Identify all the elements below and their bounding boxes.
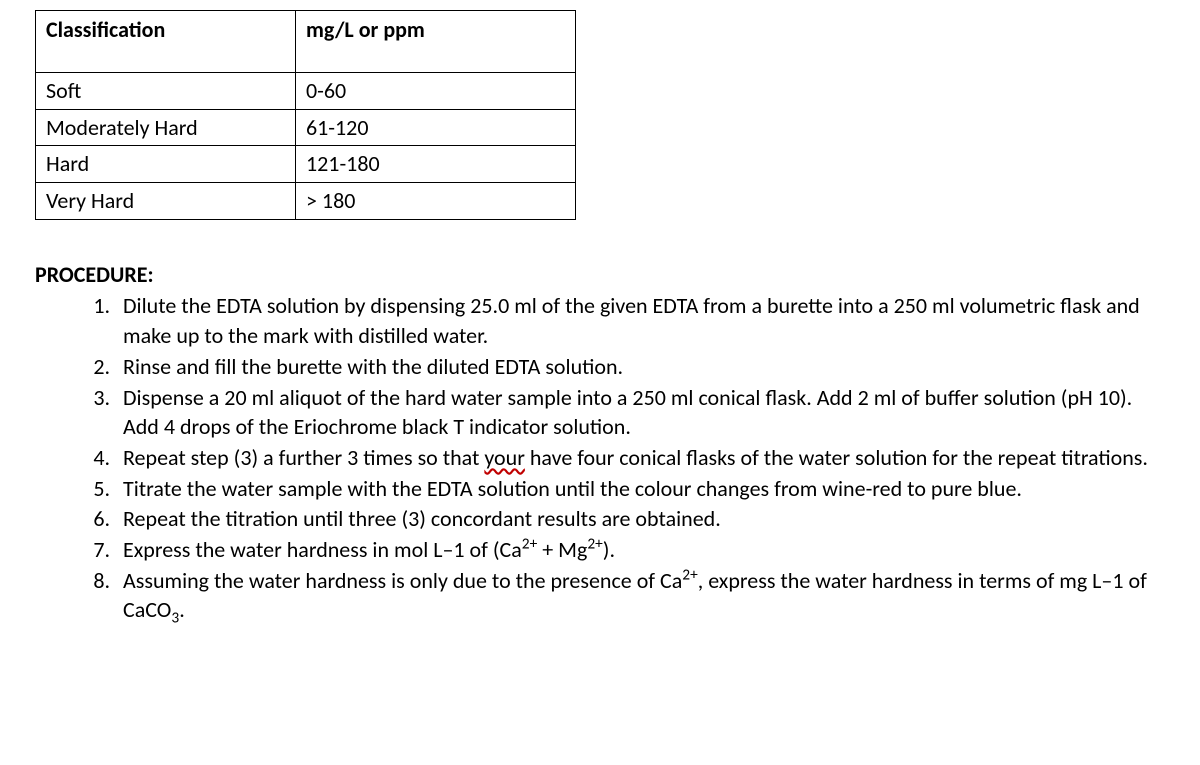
step7-text-post: ). [603,536,615,563]
procedure-step-4: Repeat step (3) a further 3 times so tha… [115,443,1165,473]
table-row: Moderately Hard 61-120 [36,109,576,146]
superscript-charge: 2+ [587,535,602,554]
procedure-heading: PROCEDURE: [35,260,1165,290]
superscript-charge: 2+ [522,535,537,554]
hardness-classification-table: Classification mg/L or ppm Soft 0-60 Mod… [35,10,576,220]
procedure-step-2: Rinse and fill the burette with the dilu… [115,352,1165,382]
procedure-step-3: Dispense a 20 ml aliquot of the hard wat… [115,383,1165,442]
procedure-step-6: Repeat the titration until three (3) con… [115,504,1165,534]
step7-text-mid: + Mg [537,536,587,563]
cell-classification: Very Hard [36,183,296,220]
procedure-step-8: Assuming the water hardness is only due … [115,566,1165,625]
step4-text-post: have four conical flasks of the water so… [525,444,1148,471]
proofing-error-word: your [484,444,525,471]
document-page: Classification mg/L or ppm Soft 0-60 Mod… [0,0,1200,625]
superscript-charge: 2+ [682,565,697,584]
cell-value: 121-180 [296,146,576,183]
cell-value: 0-60 [296,73,576,110]
step8-text-post: . [179,596,185,623]
step4-text-pre: Repeat step (3) a further 3 times so tha… [123,444,484,471]
cell-classification: Hard [36,146,296,183]
table-row: Hard 121-180 [36,146,576,183]
cell-value: 61-120 [296,109,576,146]
cell-classification: Moderately Hard [36,109,296,146]
table-row: Soft 0-60 [36,73,576,110]
col-header-unit: mg/L or ppm [296,11,576,73]
cell-value: > 180 [296,183,576,220]
table-row: Very Hard > 180 [36,183,576,220]
procedure-step-1: Dilute the EDTA solution by dispensing 2… [115,291,1165,350]
procedure-step-7: Express the water hardness in mol L–1 of… [115,535,1165,565]
col-header-classification: Classification [36,11,296,73]
step8-text-pre: Assuming the water hardness is only due … [123,567,682,594]
procedure-step-5: Titrate the water sample with the EDTA s… [115,474,1165,504]
cell-classification: Soft [36,73,296,110]
table-header-row: Classification mg/L or ppm [36,11,576,73]
step7-text-pre: Express the water hardness in mol L–1 of… [123,536,522,563]
procedure-list: Dilute the EDTA solution by dispensing 2… [35,291,1165,625]
